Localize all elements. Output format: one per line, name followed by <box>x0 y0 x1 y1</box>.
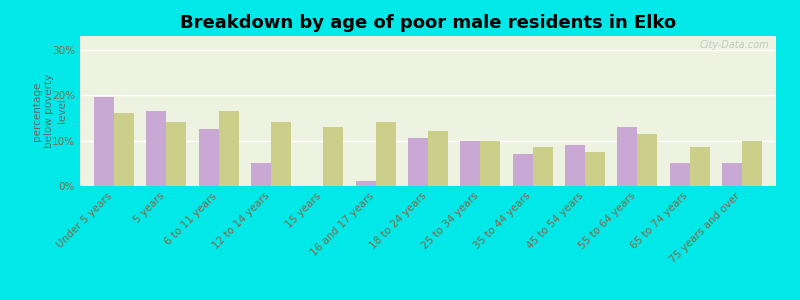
Bar <box>565 145 585 186</box>
Bar <box>480 140 500 186</box>
Bar <box>376 122 395 186</box>
Bar <box>670 163 690 186</box>
Bar <box>251 163 271 186</box>
Bar <box>585 152 605 186</box>
Bar <box>742 140 762 186</box>
Bar <box>271 122 291 186</box>
Bar <box>638 134 658 186</box>
Y-axis label: percentage
below poverty
level: percentage below poverty level <box>32 74 66 148</box>
Bar <box>114 113 134 186</box>
Bar <box>94 98 114 186</box>
Bar <box>428 131 448 186</box>
Bar <box>323 127 343 186</box>
Bar <box>218 111 238 186</box>
Bar <box>461 140 480 186</box>
Bar <box>533 147 553 186</box>
Bar <box>513 154 533 186</box>
Bar <box>618 127 638 186</box>
Bar <box>166 122 186 186</box>
Bar <box>198 129 218 186</box>
Bar <box>146 111 166 186</box>
Title: Breakdown by age of poor male residents in Elko: Breakdown by age of poor male residents … <box>180 14 676 32</box>
Bar <box>356 182 376 186</box>
Bar <box>722 163 742 186</box>
Bar <box>408 138 428 186</box>
Bar <box>690 147 710 186</box>
Text: City-Data.com: City-Data.com <box>699 40 769 50</box>
